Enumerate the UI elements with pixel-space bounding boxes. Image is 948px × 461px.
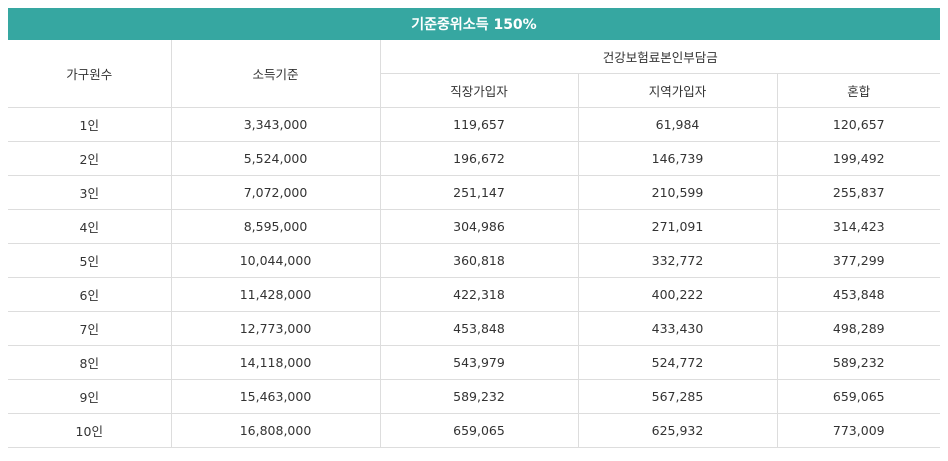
cell-regional: 146,739	[577, 141, 778, 176]
cell-income: 5,524,000	[170, 141, 381, 176]
table-row: 10인 16,808,000 659,065 625,932 773,009	[8, 413, 941, 448]
table-row: 9인 15,463,000 589,232 567,285 659,065	[8, 379, 941, 414]
cell-mixed: 453,848	[776, 277, 941, 312]
cell-regional: 400,222	[577, 277, 778, 312]
cell-regional: 524,772	[577, 345, 778, 380]
cell-mixed: 659,065	[776, 379, 941, 414]
cell-income: 3,343,000	[170, 107, 381, 142]
cell-household: 9인	[8, 379, 172, 414]
cell-employee: 360,818	[379, 243, 579, 278]
cell-income: 16,808,000	[170, 413, 381, 448]
cell-mixed: 199,492	[776, 141, 941, 176]
cell-employee: 196,672	[379, 141, 579, 176]
cell-income: 15,463,000	[170, 379, 381, 414]
cell-household: 2인	[8, 141, 172, 176]
cell-household: 4인	[8, 209, 172, 244]
cell-employee: 659,065	[379, 413, 579, 448]
cell-income: 14,118,000	[170, 345, 381, 380]
cell-mixed: 589,232	[776, 345, 941, 380]
header-employee: 직장가입자	[380, 73, 579, 108]
cell-household: 8인	[8, 345, 172, 380]
cell-household: 7인	[8, 311, 172, 346]
income-table-container: 기준중위소득 150% 가구원수 소득기준 건강보험료본인부담금 직장가입자 지…	[8, 8, 941, 448]
header-regional: 지역가입자	[577, 73, 778, 108]
cell-income: 7,072,000	[170, 175, 381, 210]
cell-mixed: 255,837	[776, 175, 941, 210]
cell-regional: 271,091	[577, 209, 778, 244]
cell-employee: 543,979	[379, 345, 579, 380]
cell-income: 12,773,000	[170, 311, 381, 346]
table-body: 1인 3,343,000 119,657 61,984 120,657 2인 5,524,0…	[8, 107, 941, 448]
cell-employee: 453,848	[379, 311, 579, 346]
table-row: 7인 12,773,000 453,848 433,430 498,289	[8, 311, 941, 346]
cell-mixed: 377,299	[776, 243, 941, 278]
header-income: 소득기준	[170, 40, 381, 108]
cell-household: 10인	[8, 413, 172, 448]
cell-employee: 589,232	[379, 379, 579, 414]
table-row: 5인 10,044,000 360,818 332,772 377,299	[8, 243, 941, 278]
cell-mixed: 773,009	[776, 413, 941, 448]
cell-regional: 61,984	[577, 107, 778, 142]
income-premium-table: 가구원수 소득기준 건강보험료본인부담금 직장가입자 지역가입자 혼합 1인 3,…	[8, 40, 941, 448]
table-row: 2인 5,524,000 196,672 146,739 199,492	[8, 141, 941, 176]
cell-income: 10,044,000	[170, 243, 381, 278]
cell-regional: 210,599	[577, 175, 778, 210]
table-row: 6인 11,428,000 422,318 400,222 453,848	[8, 277, 941, 312]
header-premium-group: 건강보험료본인부담금	[379, 40, 941, 74]
table-row: 4인 8,595,000 304,986 271,091 314,423	[8, 209, 941, 244]
cell-employee: 119,657	[379, 107, 579, 142]
header-mixed: 혼합	[776, 73, 941, 108]
cell-mixed: 314,423	[776, 209, 941, 244]
cell-regional: 433,430	[577, 311, 778, 346]
cell-household: 6인	[8, 277, 172, 312]
table-row: 8인 14,118,000 543,979 524,772 589,232	[8, 345, 941, 380]
table-title: 기준중위소득 150%	[8, 8, 940, 40]
cell-household: 3인	[8, 175, 172, 210]
table-row: 3인 7,072,000 251,147 210,599 255,837	[8, 175, 941, 210]
cell-household: 5인	[8, 243, 172, 278]
cell-regional: 567,285	[577, 379, 778, 414]
cell-income: 8,595,000	[170, 209, 381, 244]
cell-regional: 332,772	[577, 243, 778, 278]
header-household: 가구원수	[8, 40, 172, 108]
cell-employee: 304,986	[379, 209, 579, 244]
cell-regional: 625,932	[577, 413, 778, 448]
header-row-1: 가구원수 소득기준 건강보험료본인부담금	[8, 40, 941, 108]
cell-income: 11,428,000	[170, 277, 381, 312]
cell-mixed: 498,289	[776, 311, 941, 346]
table-header: 가구원수 소득기준 건강보험료본인부담금 직장가입자 지역가입자 혼합	[8, 40, 941, 108]
cell-household: 1인	[8, 107, 172, 142]
table-row: 1인 3,343,000 119,657 61,984 120,657	[8, 107, 941, 142]
cell-mixed: 120,657	[776, 107, 941, 142]
cell-employee: 251,147	[379, 175, 579, 210]
cell-employee: 422,318	[379, 277, 579, 312]
